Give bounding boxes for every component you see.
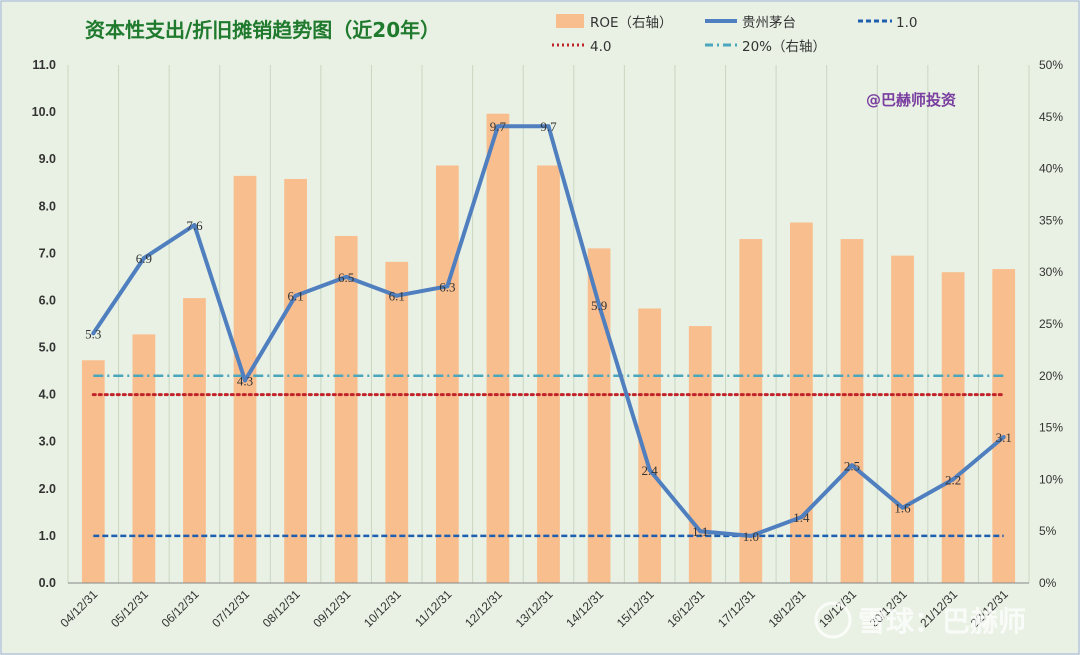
moutai-point [394, 293, 399, 298]
moutai-data-label: 6.1 [287, 289, 303, 304]
legend-label-roe: ROE（右轴） [590, 15, 673, 31]
roe-bar [992, 269, 1016, 583]
y-right-tick-label: 30% [1039, 265, 1063, 279]
legend-label-ref20: 20%（右轴） [742, 39, 826, 55]
annotation-text: @巴赫师投资 [866, 91, 956, 109]
moutai-data-label: 4.3 [237, 374, 253, 389]
moutai-data-label: 1.4 [793, 510, 810, 525]
y-right-tick-label: 20% [1039, 369, 1063, 383]
y-left-tick-label: 7.0 [39, 246, 56, 260]
roe-bar [334, 235, 358, 583]
legend: ROE（右轴） 贵州茅台 1.0 4.0 20%（右轴） [552, 14, 917, 55]
y-right-tick-label: 5% [1039, 524, 1057, 538]
moutai-data-label: 6.9 [136, 251, 152, 266]
moutai-data-label: 1.6 [894, 501, 911, 516]
roe-bar [941, 272, 965, 583]
moutai-point [91, 331, 96, 336]
watermark: 雪球：巴赫师 [814, 601, 1026, 639]
roe-bar [638, 308, 662, 583]
roe-bar [537, 165, 560, 583]
y-left-tick-label: 4.0 [39, 388, 56, 402]
y-right-tick-label: 50% [1039, 58, 1063, 72]
y-left-tick-label: 1.0 [39, 529, 56, 543]
roe-bars [81, 113, 1016, 584]
moutai-point [546, 124, 551, 129]
y-right-tick-label: 35% [1039, 213, 1063, 227]
y-left-tick-label: 5.0 [39, 341, 56, 355]
chart-title: 资本性支出/折旧摊销趋势图（近20年） [85, 18, 440, 42]
legend-label-moutai: 贵州茅台 [742, 15, 796, 31]
moutai-point [951, 477, 956, 482]
moutai-point [141, 256, 146, 261]
moutai-data-label: 1.1 [692, 524, 708, 539]
moutai-point [597, 303, 602, 308]
moutai-data-label: 3.1 [996, 430, 1012, 445]
y-right-tick-label: 25% [1039, 317, 1063, 331]
y-left-tick-label: 0.0 [39, 576, 56, 590]
roe-bar [739, 239, 763, 583]
roe-bar [385, 261, 409, 583]
moutai-data-label: 2.2 [945, 472, 961, 487]
y-right-tick-label: 10% [1039, 472, 1063, 486]
moutai-data-label: 2.5 [844, 458, 860, 473]
moutai-point [1001, 435, 1006, 440]
y-left-tick-label: 6.0 [39, 293, 56, 307]
roe-bar [81, 360, 105, 583]
moutai-data-label: 5.3 [85, 326, 101, 341]
moutai-point [647, 467, 652, 472]
legend-swatch-roe [556, 14, 584, 28]
moutai-point [799, 515, 804, 520]
moutai-data-label: 9.7 [540, 119, 557, 134]
y-left-tick-label: 3.0 [39, 435, 56, 449]
y-left-tick-label: 2.0 [39, 482, 56, 496]
gridlines [67, 65, 1030, 583]
watermark-text: 雪球：巴赫师 [858, 605, 1026, 638]
y-right-tick-label: 15% [1039, 421, 1063, 435]
moutai-point [293, 293, 298, 298]
reference-lines [91, 374, 1006, 538]
moutai-data-label: 6.5 [338, 270, 354, 285]
moutai-line-layer [91, 124, 1006, 538]
moutai-data-label: 9.7 [490, 119, 507, 134]
data-labels: 5.3 6.9 7.6 4.3 6.1 6.5 6.1 6.3 9.7 9.7 5.9 2.4 1.1 1… [85, 119, 1012, 544]
roe-bar [587, 248, 611, 583]
roe-bar [891, 255, 914, 583]
roe-bar [688, 326, 712, 583]
y-left-tick-label: 11.0 [32, 58, 56, 72]
moutai-data-label: 6.1 [389, 289, 405, 304]
moutai-point [495, 124, 500, 129]
moutai-point [900, 505, 905, 510]
y-right-tick-label: 45% [1039, 110, 1063, 124]
moutai-point [445, 284, 450, 289]
y-right-tick-label: 40% [1039, 162, 1063, 176]
y-left-tick-label: 10.0 [32, 105, 56, 119]
moutai-point [192, 223, 197, 228]
moutai-point [849, 463, 854, 468]
roe-bar [790, 222, 813, 584]
moutai-point [698, 529, 703, 534]
roe-bar [435, 165, 459, 583]
moutai-data-label: 6.3 [439, 279, 455, 294]
y-left-tick-label: 8.0 [39, 199, 56, 213]
roe-bar [132, 334, 156, 583]
roe-bar [284, 178, 307, 583]
moutai-data-label: 1.0 [743, 529, 759, 544]
moutai-data-label: 5.9 [591, 298, 607, 313]
roe-bar [183, 298, 206, 583]
legend-label-ref1: 1.0 [896, 15, 917, 31]
y-right-tick-label: 0% [1039, 576, 1057, 590]
legend-label-ref4: 4.0 [590, 39, 611, 55]
roe-bar [486, 113, 510, 583]
moutai-data-label: 7.6 [186, 218, 203, 233]
roe-bar [840, 239, 864, 583]
y-left-tick-label: 9.0 [39, 152, 56, 166]
moutai-point [748, 533, 753, 538]
moutai-data-label: 2.4 [642, 463, 659, 478]
moutai-point [243, 378, 248, 383]
snowball-logo-icon [814, 601, 852, 639]
moutai-point [344, 274, 349, 279]
